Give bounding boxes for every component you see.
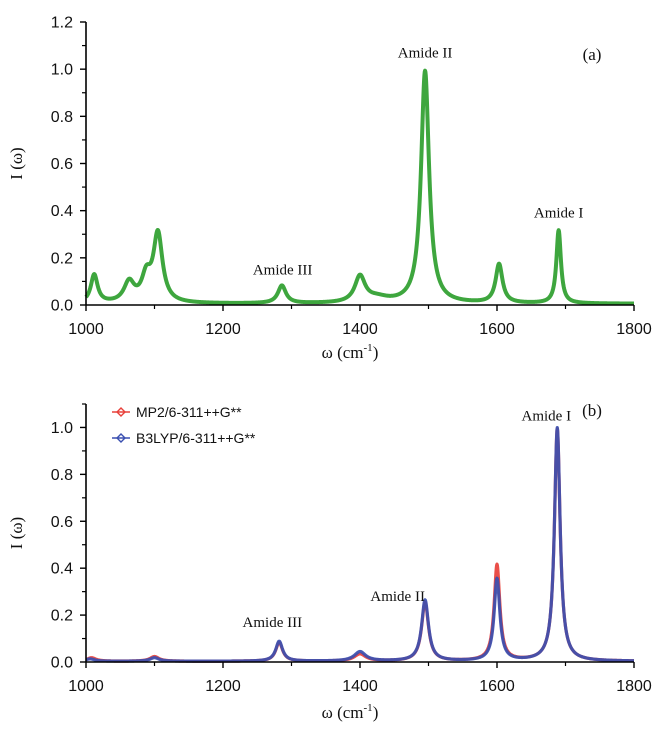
y-tick-label: 1.2 [51,15,73,32]
x-tick-label: 1000 [68,321,104,338]
peak-annotation: Amide II [370,589,425,605]
x-axis-title: ω (cm-1) [322,702,379,722]
legend-entry: B3LYP/6-311++G** [112,430,256,446]
legend-label: MP2/6-311++G** [136,404,242,420]
x-tick-label: 1400 [342,321,378,338]
y-tick-label: 1.0 [51,420,73,437]
x-tick-label: 1200 [205,321,241,338]
x-tick-label: 1800 [616,678,652,695]
legend-marker-icon [116,433,126,443]
x-tick-label: 1600 [479,678,515,695]
y-tick-label: 0.2 [51,608,73,625]
legend-marker-icon [116,407,126,417]
x-tick-label: 1200 [205,678,241,695]
peak-annotation: Amide I [534,206,584,222]
peak-annotation: Amide III [243,615,303,631]
legend-entry: MP2/6-311++G** [112,404,242,420]
y-tick-label: 0.6 [51,156,73,173]
series-line-b3lyp [84,425,636,663]
y-tick-label: 0.4 [51,203,73,220]
x-tick-label: 1000 [68,678,104,695]
legend-label: B3LYP/6-311++G** [136,430,256,446]
y-tick-label: 0.0 [51,298,73,315]
y-tick-label: 1.0 [51,62,73,79]
panel-label: (b) [582,401,602,420]
y-tick-label: 0.8 [51,467,73,484]
y-tick-label: 0.8 [51,109,73,126]
y-tick-label: 0.4 [51,561,73,578]
y-axis-title: I (ω) [7,147,26,179]
chart-panel-b: 1000 1200 1400 1600 1800 0.0 0.2 0.4 0.6 0.8 1.0 ω … [7,401,652,722]
y-tick-label: 0.6 [51,514,73,531]
peak-annotation: Amide II [398,45,453,61]
series-line-mp2 [84,427,636,663]
y-tick-label: 0.0 [51,655,73,672]
x-tick-label: 1600 [479,321,515,338]
peak-annotation: Amide I [522,408,572,424]
series-line-spectrum [84,68,636,306]
x-tick-label: 1800 [616,321,652,338]
x-axis-title: ω (cm-1) [322,342,379,362]
x-tick-label: 1400 [342,678,378,695]
y-axis-title: I (ω) [7,517,26,549]
chart-panel-a: 1000 1200 1400 1600 1800 0.0 0.2 0.4 0.6 0.8 1.0 1.… [7,15,652,363]
panel-label: (a) [583,45,602,64]
peak-annotation: Amide III [253,262,313,278]
y-tick-label: 0.2 [51,250,73,267]
